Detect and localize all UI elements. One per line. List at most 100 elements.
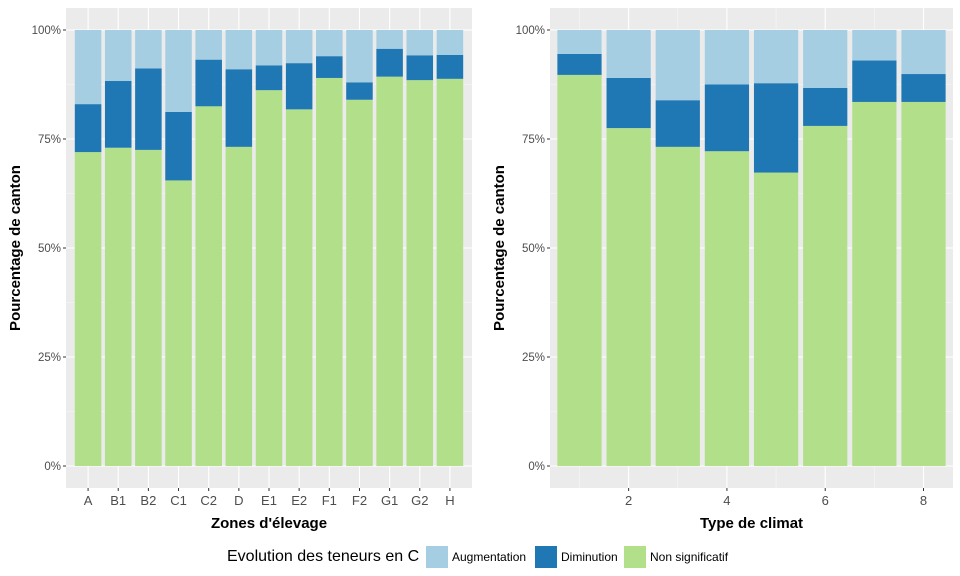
bar-augmentation-h: [436, 30, 464, 55]
bar-augmentation-d: [225, 30, 253, 70]
bar-diminution-b2: [135, 68, 162, 150]
bar-augmentation-2: [606, 30, 651, 78]
x-tick-label: 6: [822, 493, 829, 508]
bar-non-significatif-1: [557, 74, 602, 467]
bar-non-significatif-7: [852, 101, 897, 466]
bar-non-significatif-b1: [104, 147, 132, 466]
y-tick-label: 75%: [38, 134, 61, 146]
x-tick-label: E2: [291, 493, 307, 508]
bar-diminution-d: [225, 69, 253, 147]
bar-augmentation-f2: [346, 30, 373, 83]
y-tick-label: 100%: [32, 25, 61, 37]
bar-diminution-2: [606, 77, 651, 129]
bar-diminution-7: [852, 60, 897, 102]
bar-non-significatif-5: [753, 172, 799, 466]
bar-diminution-e1: [255, 65, 283, 91]
bar-diminution-f1: [316, 56, 343, 78]
bar-non-significatif-e1: [255, 90, 283, 466]
y-tick-label: 75%: [522, 134, 545, 146]
panel-climat: [547, 8, 953, 491]
bar-non-significatif-f2: [346, 99, 373, 466]
x-tick-label: F2: [352, 493, 367, 508]
bar-diminution-6: [803, 87, 848, 126]
x-tick-label: F1: [322, 493, 337, 508]
bar-non-significatif-3: [655, 146, 700, 466]
bar-augmentation-5: [753, 30, 799, 84]
legend-key-diminution: [535, 546, 557, 568]
y-tick-label: 100%: [516, 25, 545, 37]
bar-non-significatif-d: [225, 146, 253, 466]
x-tick-label: 2: [625, 493, 632, 508]
bar-non-significatif-a: [74, 152, 102, 466]
x-tick-label: C1: [170, 493, 187, 508]
legend-label-non-significatif: Non significatif: [650, 550, 729, 564]
x-tick-label: E1: [261, 493, 277, 508]
x-tick-label: B2: [140, 493, 156, 508]
bar-diminution-4: [704, 84, 750, 152]
panel-zones: [63, 8, 472, 491]
legend-key-non-significatif: [624, 546, 646, 568]
bar-diminution-1: [557, 53, 602, 75]
bar-diminution-c1: [165, 111, 192, 181]
bar-augmentation-b1: [104, 30, 132, 82]
bar-augmentation-c1: [165, 30, 192, 112]
y-tick-label: 25%: [522, 352, 545, 364]
bar-diminution-c2: [195, 59, 222, 107]
x-tick-label: D: [234, 493, 243, 508]
x-tick-label: C2: [200, 493, 217, 508]
bar-diminution-h: [436, 54, 464, 79]
x-axis-title: Zones d'élevage: [211, 515, 327, 532]
bar-augmentation-1: [557, 30, 602, 54]
bar-augmentation-4: [704, 30, 750, 85]
y-tick-label: 0%: [44, 461, 61, 473]
bar-diminution-3: [655, 100, 700, 147]
bar-non-significatif-c2: [195, 106, 222, 467]
bar-non-significatif-e2: [285, 109, 313, 467]
bar-diminution-e2: [285, 63, 313, 110]
bar-augmentation-6: [803, 30, 848, 88]
x-axis-title: Type de climat: [700, 515, 803, 532]
y-tick-label: 50%: [38, 243, 61, 255]
x-tick-label: G1: [381, 493, 398, 508]
bar-non-significatif-6: [803, 125, 848, 467]
bar-non-significatif-8: [901, 101, 946, 466]
bar-diminution-b1: [104, 81, 132, 148]
legend: Evolution des teneurs en C Augmentation …: [0, 540, 960, 574]
bar-augmentation-8: [901, 30, 946, 75]
bar-augmentation-e2: [285, 30, 313, 64]
x-tick-label: 4: [723, 493, 730, 508]
x-tick-label: A: [84, 493, 93, 508]
bar-augmentation-e1: [255, 30, 283, 66]
x-tick-label: G2: [411, 493, 428, 508]
x-tick-label: B1: [110, 493, 126, 508]
bar-augmentation-g2: [406, 30, 434, 56]
legend-label-diminution: Diminution: [561, 550, 618, 564]
x-tick-label: 8: [920, 493, 927, 508]
bar-augmentation-f1: [316, 30, 343, 57]
bar-non-significatif-b2: [135, 149, 162, 466]
bar-augmentation-7: [852, 30, 897, 61]
y-tick-label: 50%: [522, 243, 545, 255]
bar-augmentation-b2: [135, 30, 162, 69]
bar-augmentation-c2: [195, 30, 222, 60]
bar-diminution-g2: [406, 55, 434, 81]
y-axis-title: Pourcentage de canton: [491, 165, 508, 331]
legend-title: Evolution des teneurs en C: [227, 548, 420, 565]
bar-diminution-8: [901, 74, 946, 102]
bar-non-significatif-c1: [165, 180, 192, 467]
bar-diminution-5: [753, 83, 799, 173]
bar-non-significatif-g2: [406, 80, 434, 466]
bar-augmentation-3: [655, 30, 700, 101]
bar-diminution-a: [74, 104, 102, 153]
y-axis-title: Pourcentage de canton: [7, 165, 24, 331]
legend-label-augmentation: Augmentation: [452, 550, 527, 564]
bar-diminution-g1: [376, 48, 403, 77]
bar-non-significatif-4: [704, 151, 750, 466]
legend-key-augmentation: [426, 546, 448, 568]
bar-augmentation-a: [74, 30, 102, 105]
x-tick-label: H: [445, 493, 454, 508]
bar-non-significatif-f1: [316, 77, 343, 467]
bar-non-significatif-g1: [376, 76, 403, 466]
bar-non-significatif-2: [606, 128, 651, 466]
